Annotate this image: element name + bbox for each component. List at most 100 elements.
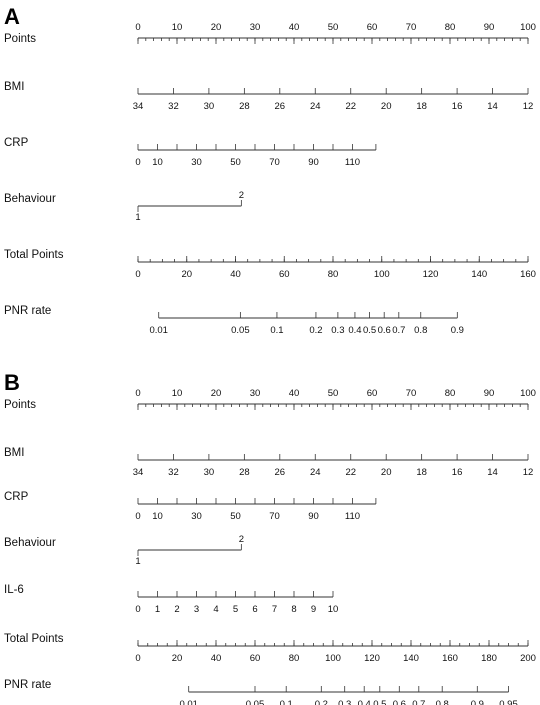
tick-label-il-6: 6 — [252, 604, 257, 615]
tick-label-bmi: 24 — [310, 467, 321, 478]
tick-label-pnr-rate: 0.4 — [358, 699, 371, 705]
tick-label-behaviour: 1 — [135, 212, 140, 223]
tick-label-crp: 70 — [269, 511, 280, 522]
tick-label-il-6: 1 — [155, 604, 160, 615]
tick-label-total-points: 60 — [279, 269, 290, 280]
tick-label-crp: 70 — [269, 157, 280, 168]
tick-label-points: 40 — [289, 22, 300, 33]
row-label-total-points: Total Points — [4, 633, 64, 645]
tick-label-behaviour: 1 — [135, 556, 140, 567]
tick-label-points: 70 — [406, 388, 417, 399]
tick-label-pnr-rate: 0.01 — [179, 699, 198, 705]
tick-label-pnr-rate: 0.9 — [451, 325, 464, 336]
tick-label-points: 20 — [211, 22, 222, 33]
tick-label-total-points: 80 — [289, 653, 300, 664]
tick-label-bmi: 12 — [523, 467, 534, 478]
tick-label-total-points: 140 — [403, 653, 419, 664]
tick-label-bmi: 12 — [523, 101, 534, 112]
tick-label-bmi: 20 — [381, 101, 392, 112]
tick-label-il-6: 4 — [213, 604, 218, 615]
tick-label-total-points: 20 — [181, 269, 192, 280]
panel-label: A — [4, 4, 20, 29]
tick-label-pnr-rate: 0.7 — [412, 699, 425, 705]
tick-label-total-points: 0 — [135, 269, 140, 280]
tick-label-bmi: 22 — [345, 467, 356, 478]
tick-label-bmi: 34 — [133, 467, 144, 478]
tick-label-total-points: 100 — [325, 653, 341, 664]
tick-label-crp: 50 — [230, 157, 241, 168]
tick-label-bmi: 30 — [204, 101, 215, 112]
row-label-il-6: IL-6 — [4, 584, 24, 596]
tick-label-crp: 50 — [230, 511, 241, 522]
tick-label-behaviour: 2 — [239, 534, 244, 545]
tick-label-il-6: 10 — [328, 604, 339, 615]
tick-label-il-6: 0 — [135, 604, 140, 615]
tick-label-crp: 0 — [135, 157, 140, 168]
tick-label-total-points: 120 — [423, 269, 439, 280]
tick-label-pnr-rate: 0.5 — [363, 325, 376, 336]
tick-label-points: 80 — [445, 388, 456, 399]
tick-label-crp: 30 — [191, 157, 202, 168]
tick-label-pnr-rate: 0.6 — [378, 325, 391, 336]
tick-label-il-6: 7 — [272, 604, 277, 615]
row-label-pnr-rate: PNR rate — [4, 305, 51, 317]
tick-label-points: 80 — [445, 22, 456, 33]
tick-label-pnr-rate: 0.1 — [280, 699, 293, 705]
tick-label-points: 10 — [172, 22, 183, 33]
tick-label-pnr-rate: 0.3 — [338, 699, 351, 705]
tick-label-behaviour: 2 — [239, 190, 244, 201]
tick-label-points: 60 — [367, 388, 378, 399]
tick-label-bmi: 16 — [452, 467, 463, 478]
tick-label-points: 70 — [406, 22, 417, 33]
tick-label-total-points: 60 — [250, 653, 261, 664]
tick-label-crp: 110 — [345, 157, 360, 168]
tick-label-pnr-rate: 0.5 — [373, 699, 386, 705]
tick-label-points: 30 — [250, 22, 261, 33]
tick-label-points: 10 — [172, 388, 183, 399]
tick-label-total-points: 120 — [364, 653, 380, 664]
tick-label-bmi: 26 — [275, 101, 286, 112]
tick-label-total-points: 140 — [471, 269, 487, 280]
tick-label-points: 40 — [289, 388, 300, 399]
tick-label-total-points: 100 — [374, 269, 390, 280]
tick-label-bmi: 32 — [168, 101, 179, 112]
tick-label-total-points: 0 — [135, 653, 140, 664]
tick-label-pnr-rate: 0.6 — [393, 699, 406, 705]
tick-label-bmi: 14 — [487, 101, 498, 112]
row-label-pnr-rate: PNR rate — [4, 679, 51, 691]
tick-label-il-6: 8 — [291, 604, 296, 615]
tick-label-bmi: 28 — [239, 101, 250, 112]
tick-label-total-points: 200 — [520, 653, 536, 664]
tick-label-bmi: 18 — [416, 101, 427, 112]
row-label-total-points: Total Points — [4, 249, 64, 261]
tick-label-crp: 0 — [135, 511, 140, 522]
tick-label-total-points: 160 — [520, 269, 536, 280]
tick-label-points: 90 — [484, 388, 495, 399]
tick-label-total-points: 20 — [172, 653, 183, 664]
panel-label: B — [4, 370, 20, 395]
tick-label-bmi: 30 — [204, 467, 215, 478]
row-label-crp: CRP — [4, 491, 29, 503]
tick-label-points: 0 — [135, 388, 140, 399]
tick-label-total-points: 160 — [442, 653, 458, 664]
tick-label-crp: 10 — [152, 511, 163, 522]
row-label-bmi: BMI — [4, 81, 24, 93]
tick-label-bmi: 18 — [416, 467, 427, 478]
tick-label-il-6: 9 — [311, 604, 316, 615]
row-label-bmi: BMI — [4, 447, 24, 459]
row-label-behaviour: Behaviour — [4, 537, 56, 549]
tick-label-bmi: 34 — [133, 101, 144, 112]
tick-label-il-6: 2 — [174, 604, 179, 615]
tick-label-points: 50 — [328, 388, 339, 399]
tick-label-bmi: 22 — [345, 101, 356, 112]
tick-label-crp: 90 — [308, 157, 319, 168]
tick-label-total-points: 80 — [328, 269, 339, 280]
tick-label-crp: 90 — [308, 511, 319, 522]
tick-label-pnr-rate: 0.4 — [348, 325, 361, 336]
tick-label-bmi: 14 — [487, 467, 498, 478]
tick-label-pnr-rate: 0.8 — [414, 325, 427, 336]
tick-label-bmi: 32 — [168, 467, 179, 478]
tick-label-crp: 110 — [345, 511, 360, 522]
tick-label-total-points: 40 — [230, 269, 241, 280]
tick-label-bmi: 26 — [275, 467, 286, 478]
